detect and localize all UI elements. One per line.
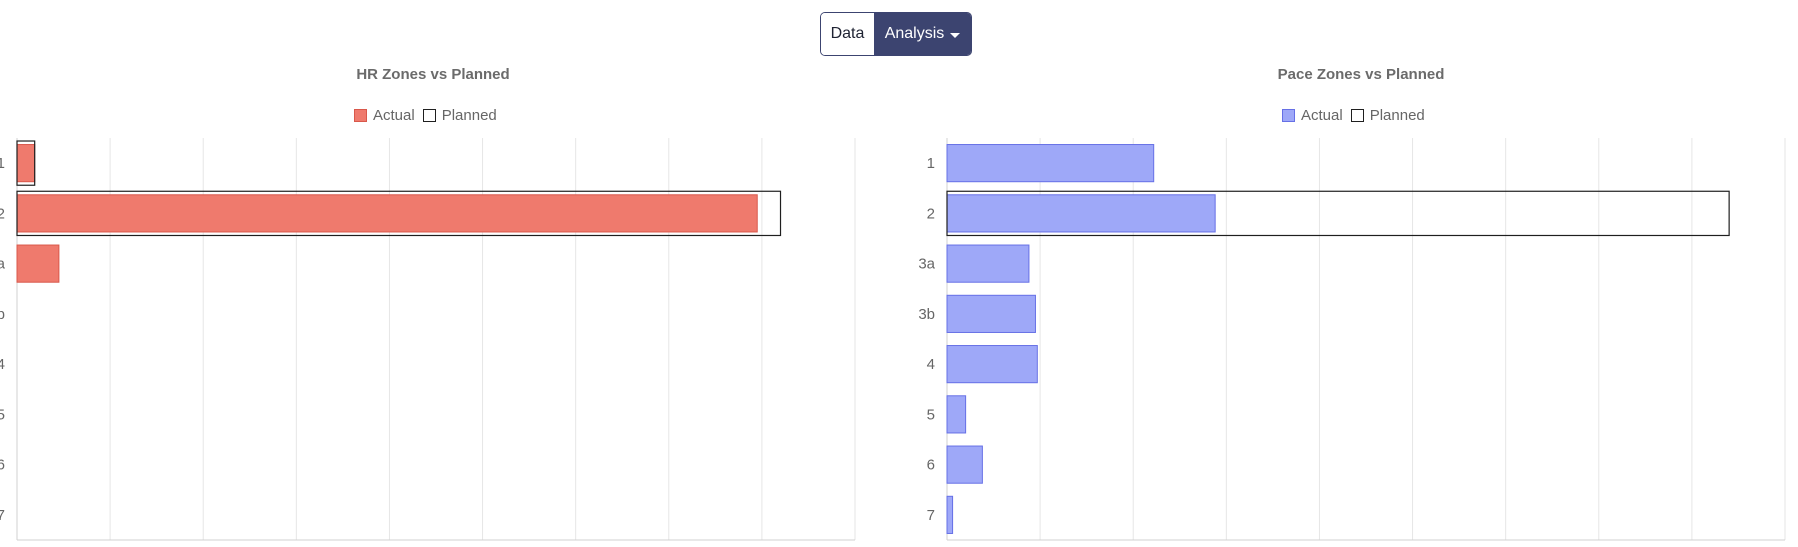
y-tick-label: 3a (918, 256, 935, 273)
legend-item-actual[interactable]: Actual (1282, 107, 1343, 124)
y-tick-label: 7 (0, 507, 5, 524)
bar-actual (16, 244, 60, 283)
y-tick-label: 1 (0, 155, 5, 172)
bar-planned (946, 190, 1730, 237)
legend-swatch-planned (422, 109, 436, 122)
view-toggle: Data Analysis (820, 12, 972, 56)
y-tick-label: 6 (0, 457, 5, 474)
legend-label-actual: Actual (1301, 107, 1343, 124)
bar-actual (16, 144, 36, 183)
chart-title: HR Zones vs Planned (356, 66, 510, 83)
y-tick-label: 3a (0, 256, 6, 273)
legend-item-planned[interactable]: Planned (422, 107, 497, 124)
y-tick-label: 2 (0, 205, 5, 222)
legend-label-actual: Actual (373, 107, 415, 124)
y-tick-label: 6 (927, 457, 935, 474)
data-tab-label: Data (830, 25, 865, 42)
pace-zones-plot: 1 2 3a 3b 4 5 6 7 (918, 138, 1786, 541)
bar-actual (946, 294, 1036, 333)
legend-swatch-actual (1282, 109, 1295, 122)
bar-actual (946, 445, 983, 484)
bar-actual (16, 194, 758, 233)
chart-legend: Actual Planned (1282, 107, 1425, 124)
caret-down-icon (950, 32, 961, 38)
legend-item-planned[interactable]: Planned (1350, 107, 1425, 124)
bar-actual (946, 194, 1216, 233)
y-tick-label: 2 (927, 205, 935, 222)
hr-zones-chart: HR Zones vs Planned Actual Planned 1 2 3a 3… (0, 0, 870, 547)
y-tick-label: 5 (927, 406, 935, 423)
y-tick-label: 4 (0, 356, 5, 373)
y-tick-label: 3b (0, 306, 5, 323)
y-tick-label: 5 (0, 406, 5, 423)
bar-planned (16, 140, 36, 186)
bar-actual (946, 495, 954, 534)
bar-planned (16, 190, 782, 237)
y-tick-label: 7 (927, 507, 935, 524)
pace-zones-chart: Pace Zones vs Planned Actual Planned 1 2 3… (870, 0, 1798, 547)
data-tab-button[interactable]: Data (821, 13, 874, 55)
y-tick-label: 1 (927, 155, 935, 172)
legend-swatch-planned (1350, 109, 1364, 122)
bar-actual (946, 395, 967, 434)
analysis-dropdown-button[interactable]: Analysis (874, 13, 971, 55)
analysis-tab-label: Analysis (884, 25, 945, 42)
legend-swatch-actual (354, 109, 367, 122)
bar-actual (946, 244, 1030, 283)
legend-label-planned: Planned (441, 107, 497, 124)
hr-zones-plot: 1 2 3a 3b 4 5 6 7 (0, 138, 856, 541)
y-tick-label: 3b (918, 306, 935, 323)
bar-actual (946, 345, 1038, 384)
bar-actual (946, 144, 1155, 183)
y-tick-label: 4 (927, 356, 935, 373)
chart-title: Pace Zones vs Planned (1277, 66, 1445, 83)
legend-label-planned: Planned (1369, 107, 1425, 124)
legend-item-actual[interactable]: Actual (354, 107, 415, 124)
chart-legend: Actual Planned (354, 107, 497, 124)
